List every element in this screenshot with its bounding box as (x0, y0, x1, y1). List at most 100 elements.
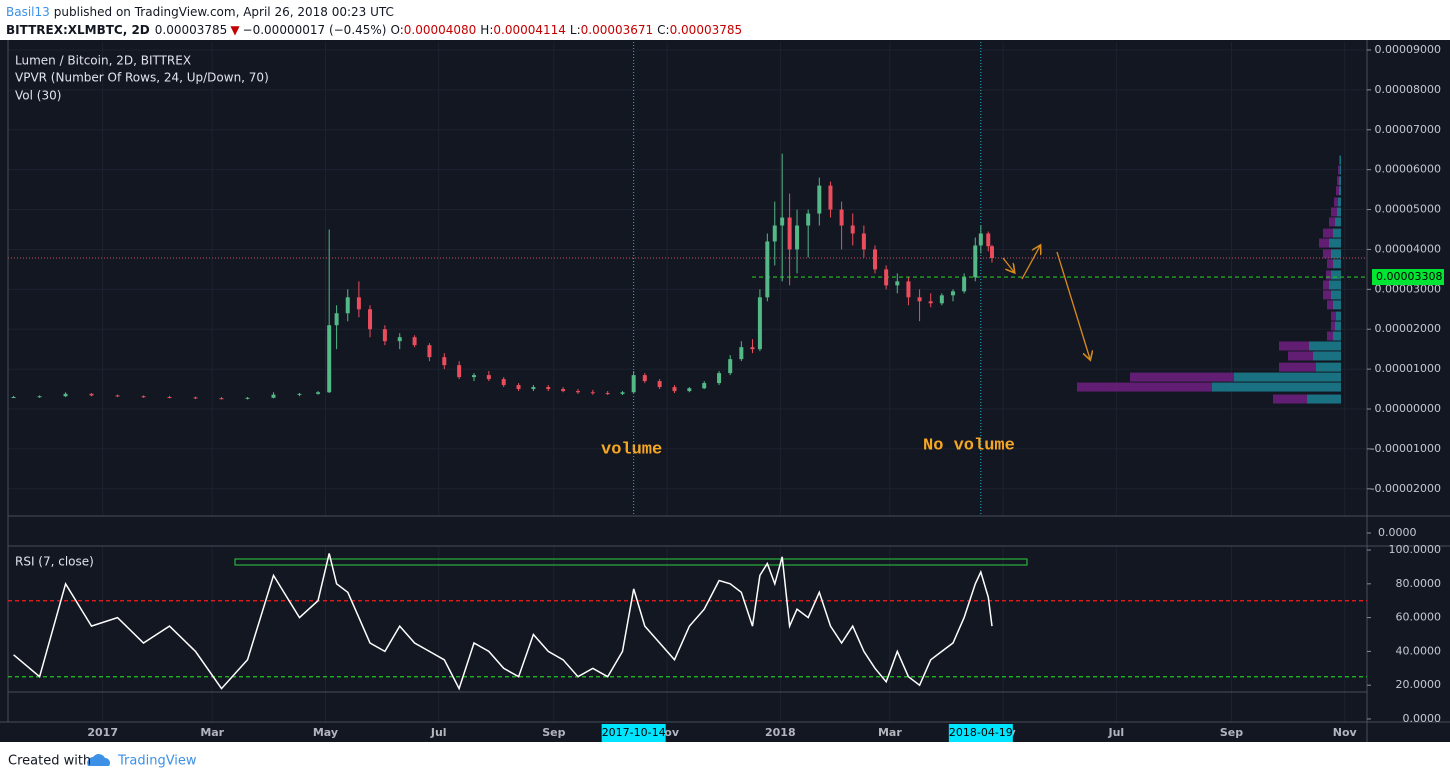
candle-body (471, 375, 476, 378)
rsi-line (13, 553, 993, 691)
candle-body (787, 217, 792, 250)
last: 0.00003785 (155, 23, 228, 37)
candle-body (575, 391, 580, 393)
arrow (1021, 246, 1040, 280)
highlight-label: 2018-04-19 (949, 726, 1013, 739)
candle-body (850, 225, 855, 234)
candle-body (795, 225, 800, 250)
rsi-tick-label: 80.0000 (1396, 577, 1442, 590)
y-tick-label: 0.00005000 (1375, 203, 1441, 216)
candle-body (356, 297, 361, 310)
candle-body (750, 347, 755, 350)
vpvr-up (1337, 207, 1341, 217)
candle-body (442, 357, 447, 366)
candle-body (397, 337, 402, 342)
candle-body (334, 313, 339, 326)
vpvr-up (1331, 290, 1341, 300)
level-label-bg (1372, 269, 1444, 286)
ohlc-label: L: (570, 23, 581, 37)
candle-body (962, 277, 967, 292)
vpvr-down (1077, 382, 1212, 392)
rsi-box (234, 558, 1028, 566)
candle-body (605, 393, 610, 395)
ohlc-value: 0.00004080 (404, 23, 477, 37)
vol-legend: Vol (30) (15, 89, 61, 103)
ohlc-label: H: (480, 23, 493, 37)
candle-body (546, 387, 551, 390)
candle-body (884, 269, 889, 286)
candle-body (828, 185, 833, 210)
vpvr-up (1338, 197, 1341, 207)
x-tick-label: May (313, 726, 338, 739)
vpvr-up (1331, 249, 1341, 259)
change-arrow: ▼ (230, 23, 240, 37)
vpvr-up (1333, 228, 1341, 238)
annotation: volume (601, 440, 662, 459)
candle-body (757, 297, 762, 350)
published: published on TradingView.com, April 26, … (54, 5, 394, 19)
candle-body (687, 388, 692, 392)
symbol: BITTREX:XLMBTC, 2D (6, 23, 150, 37)
candle-body (772, 225, 777, 242)
arrow (1056, 251, 1090, 359)
candle-body (939, 295, 944, 304)
candle-body (219, 398, 224, 400)
rsi-legend: RSI (7, close) (15, 555, 94, 569)
vpvr-up (1316, 362, 1341, 372)
y-tick-label: 0.00009000 (1375, 43, 1441, 56)
ohlc-value: 0.00004114 (493, 23, 566, 37)
candle-body (271, 394, 276, 398)
candle-body (873, 249, 878, 270)
vpvr-down (1329, 217, 1335, 227)
highlight-box (601, 724, 666, 742)
candle-body (501, 379, 506, 386)
vpvr-up (1340, 165, 1341, 175)
chart-title: Lumen / Bitcoin, 2D, BITTREX (15, 54, 191, 68)
ohlc-label: O: (390, 23, 403, 37)
vpvr-down (1273, 394, 1307, 404)
candle-body (986, 233, 991, 247)
vpvr-up (1339, 176, 1341, 186)
vpvr-up (1212, 382, 1341, 392)
vpvr-down (1337, 176, 1339, 186)
vpvr-up (1335, 321, 1341, 331)
brand[interactable]: TradingView (117, 754, 197, 769)
vpvr-down (1130, 372, 1234, 382)
candle-body (382, 329, 387, 342)
vpvr-up (1329, 280, 1341, 290)
vpvr-down (1288, 351, 1313, 361)
candle-body (193, 397, 198, 399)
author[interactable]: Basil13 (6, 5, 50, 19)
vpvr-up (1307, 394, 1341, 404)
candle-body (63, 393, 68, 397)
candle-body (702, 383, 707, 389)
candle-body (37, 396, 42, 398)
y-tick-label: 0.00000000 (1375, 402, 1441, 415)
vpvr-down (1323, 290, 1331, 300)
vpvr-up (1335, 217, 1341, 227)
footer-bg (0, 742, 1450, 779)
candle-body (672, 387, 677, 392)
candle-body (245, 397, 250, 399)
candle-body (368, 309, 373, 330)
x-tick-label: 2017 (87, 726, 118, 739)
candle-body (316, 392, 321, 394)
vpvr-up (1329, 238, 1341, 248)
vpvr-up (1333, 331, 1341, 341)
vpvr-down (1327, 259, 1333, 269)
candle-body (917, 297, 922, 302)
y-tick-label: 0.00004000 (1375, 242, 1441, 255)
vpvr-down (1331, 311, 1336, 321)
candle-body (11, 397, 16, 399)
highlight-box (948, 724, 1013, 742)
vpvr-down (1279, 362, 1316, 372)
vpvr-down (1334, 197, 1338, 207)
ohlc-label: C: (657, 23, 669, 37)
symbol-line: BITTREX:XLMBTC, 2D 0.00003785 ▼ −0.00000017… (6, 23, 742, 37)
vpvr-up (1333, 300, 1341, 310)
y-tick-label: -0.00001000 (1371, 442, 1441, 455)
candle-body (861, 233, 866, 250)
candle-body (590, 392, 595, 394)
candle-body (167, 397, 172, 399)
